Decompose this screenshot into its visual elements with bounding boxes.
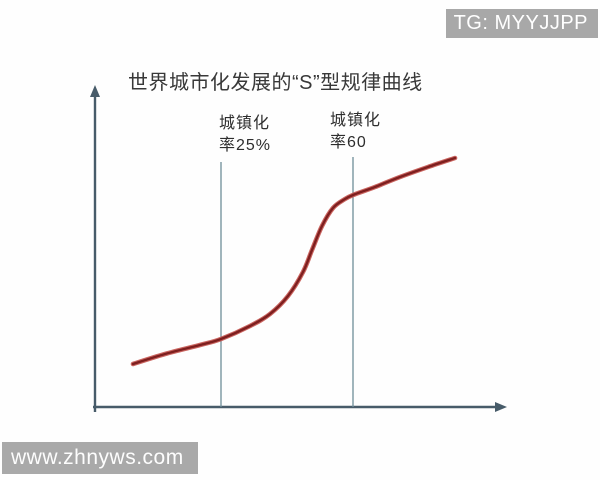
- y-axis-arrowhead: [90, 85, 100, 97]
- annotation-rate-60-line1: 城镇化: [330, 112, 382, 129]
- annotation-rate-60-line2: 率60: [330, 134, 367, 151]
- annotation-rate-25-line1: 城镇化: [219, 115, 271, 132]
- site-watermark: www.zhnyws.com: [2, 442, 198, 474]
- annotation-rate-25: 城镇化 率25%: [219, 113, 271, 157]
- chart-title: 世界城市化发展的“S”型规律曲线: [128, 72, 423, 94]
- x-axis-arrowhead: [495, 402, 507, 412]
- annotation-rate-60: 城镇化 率60: [330, 110, 381, 154]
- s-curve-halo: [130, 155, 458, 367]
- annotation-rate-25-line2: 率25%: [219, 137, 272, 154]
- s-curve-line: [131, 156, 457, 366]
- telegram-badge: TG: MYYJJPP: [445, 9, 598, 38]
